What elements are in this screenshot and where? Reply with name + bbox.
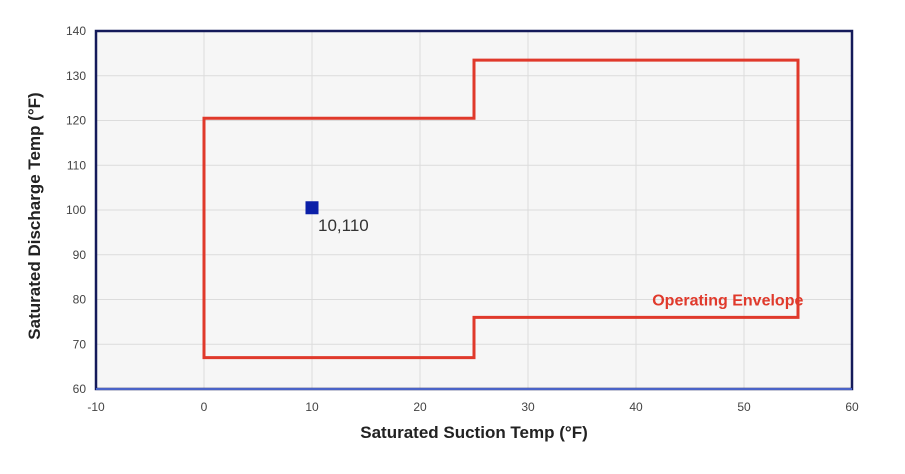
y-axis-title: Saturated Discharge Temp (°F) [25, 92, 44, 339]
annotations: Operating Envelope [652, 293, 803, 310]
x-axis-ticks: -10 0 10 20 30 40 50 60 [87, 400, 859, 414]
series-layer: 10,110 [202, 58, 800, 360]
y-tick-label: 90 [73, 248, 87, 262]
y-tick-label: 120 [66, 114, 86, 128]
x-tick-label: 30 [521, 400, 535, 414]
y-tick-label: 70 [73, 337, 87, 351]
y-tick-label: 140 [66, 24, 86, 38]
operating-envelope-label: Operating Envelope [652, 293, 803, 310]
x-tick-label: 20 [413, 400, 427, 414]
x-axis-title: Saturated Suction Temp (°F) [360, 423, 588, 442]
y-tick-label: 100 [66, 203, 86, 217]
x-tick-label: 10 [305, 400, 319, 414]
x-tick-label: 40 [629, 400, 643, 414]
data-point-label: 10,110 [318, 216, 369, 235]
y-tick-label: 130 [66, 69, 86, 83]
y-tick-label: 60 [73, 382, 87, 396]
data-point-marker [305, 201, 319, 215]
x-tick-label: 50 [737, 400, 751, 414]
y-axis-ticks: 60 70 80 90 100 110 120 130 140 [66, 24, 86, 396]
x-tick-label: 60 [845, 400, 859, 414]
operating-envelope-outline [202, 58, 800, 360]
x-tick-label: 0 [201, 400, 208, 414]
x-tick-label: -10 [87, 400, 105, 414]
y-tick-label: 110 [67, 158, 86, 172]
y-tick-label: 80 [73, 293, 87, 307]
